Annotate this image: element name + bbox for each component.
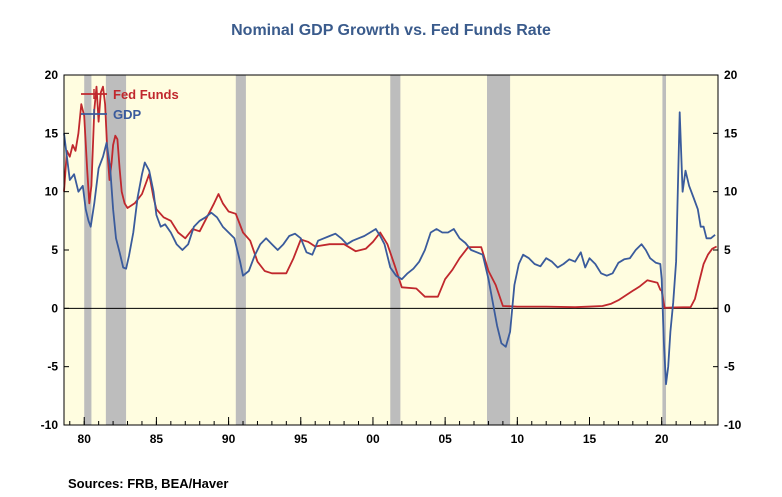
y-tick-label: 20: [724, 68, 738, 82]
recession-band: [84, 75, 92, 425]
legend-label: Fed Funds: [113, 87, 179, 102]
y-tick-label: 10: [724, 185, 738, 199]
y-tick-label: -10: [724, 418, 742, 432]
y-axis-right: -10 -5 0 5 10 15 20: [713, 68, 742, 432]
recession-band: [662, 75, 667, 425]
chart-title: Nominal GDP Growrth vs. Fed Funds Rate: [231, 22, 551, 39]
y-tick-label: 15: [45, 126, 59, 140]
y-tick-label: -5: [47, 360, 58, 374]
y-tick-label: -5: [724, 360, 735, 374]
y-tick-label: 5: [724, 243, 731, 257]
y-tick-label: -10: [41, 418, 59, 432]
legend-label: GDP: [113, 107, 142, 122]
series-line: [63, 85, 718, 309]
recession-band: [487, 75, 511, 425]
series-layer: [63, 85, 718, 386]
x-tick-label: 15: [583, 432, 597, 446]
y-tick-label: 20: [45, 68, 59, 82]
x-tick-label: 85: [150, 432, 164, 446]
y-tick-label: 15: [724, 126, 738, 140]
x-axis: 80 85 90 95 00 05 10 15 20: [69, 417, 706, 446]
x-tick-label: 00: [366, 432, 380, 446]
legend: Fed Funds GDP: [81, 87, 179, 122]
y-tick-label: 0: [51, 301, 58, 315]
source-note: Sources: FRB, BEA/Haver: [68, 476, 229, 491]
recession-band: [105, 75, 127, 425]
x-tick-label: 05: [438, 432, 452, 446]
x-tick-label: 90: [222, 432, 236, 446]
recession-band: [235, 75, 246, 425]
recession-band: [390, 75, 401, 425]
x-tick-label: 10: [511, 432, 525, 446]
x-tick-label: 80: [78, 432, 92, 446]
series-line: [63, 111, 716, 386]
x-tick-label: 95: [294, 432, 308, 446]
x-tick-label: 20: [655, 432, 669, 446]
y-tick-label: 0: [724, 301, 731, 315]
y-tick-label: 10: [45, 185, 59, 199]
y-tick-label: 5: [51, 243, 58, 257]
y-axis-left: -10 -5 0 5 10 15 20: [41, 68, 69, 432]
